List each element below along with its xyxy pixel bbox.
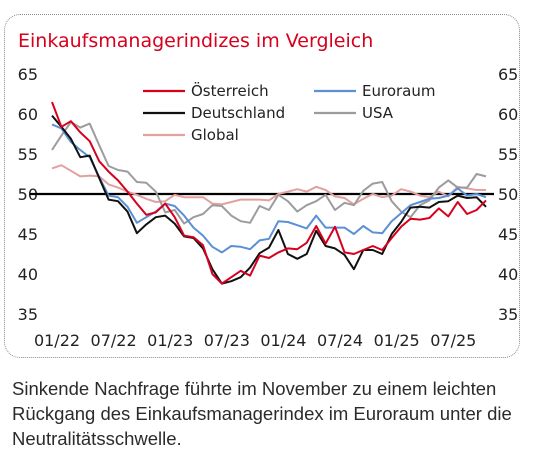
- series-line-global: [51, 164, 486, 206]
- y-tick-left: 50: [18, 185, 38, 204]
- y-tick-right: 55: [498, 145, 518, 164]
- y-tick-right: 35: [498, 305, 518, 324]
- legend-label: Deutschland: [191, 104, 285, 122]
- y-tick-left: 65: [18, 65, 38, 84]
- legend-label: USA: [362, 104, 394, 122]
- x-tick: 07/25: [430, 331, 476, 350]
- legend-label: Österreich: [191, 81, 269, 100]
- y-tick-right: 60: [498, 105, 518, 124]
- series-line-sterreich: [51, 101, 487, 285]
- x-tick: 07/24: [317, 331, 363, 350]
- y-tick-left: 45: [18, 225, 38, 244]
- line-chart: 35 40 45 50 55 60 65 35 40 45 50 55 60 65 01/22 07/22…: [18, 65, 519, 350]
- series-group: [51, 101, 487, 285]
- y-tick-right: 50: [498, 185, 518, 204]
- chart-frame: [4, 14, 520, 358]
- chart-title: Einkaufsmanagerindizes im Vergleich: [18, 30, 374, 52]
- legend-label: Euroraum: [362, 82, 435, 100]
- y-tick-left: 40: [18, 265, 38, 284]
- x-tick: 07/22: [91, 331, 137, 350]
- y-tick-right: 65: [498, 65, 518, 84]
- legend-label: Global: [191, 126, 239, 144]
- legend: Österreich Euroraum Deutschland USA Global: [143, 81, 435, 144]
- x-tick: 01/25: [374, 331, 420, 350]
- y-tick-left: 60: [18, 105, 38, 124]
- y-axis-right: 35 40 45 50 55 60 65: [498, 65, 518, 324]
- x-tick: 01/22: [34, 331, 80, 350]
- x-axis: 01/22 07/22 01/23 07/23 01/24 07/24 01/25 07/25: [34, 331, 476, 350]
- y-tick-right: 45: [498, 225, 518, 244]
- y-tick-left: 55: [18, 145, 38, 164]
- caption: Sinkende Nachfrage führte im November zu…: [12, 378, 512, 449]
- x-tick: 07/23: [204, 331, 250, 350]
- x-tick: 01/24: [260, 331, 306, 350]
- x-tick: 01/23: [147, 331, 193, 350]
- y-tick-left: 35: [18, 305, 38, 324]
- series-line-usa: [51, 121, 487, 225]
- series-line-euroraum: [51, 123, 487, 254]
- y-axis-left: 35 40 45 50 55 60 65: [18, 65, 38, 324]
- series-line-deutschland: [51, 114, 487, 285]
- y-tick-right: 40: [498, 265, 518, 284]
